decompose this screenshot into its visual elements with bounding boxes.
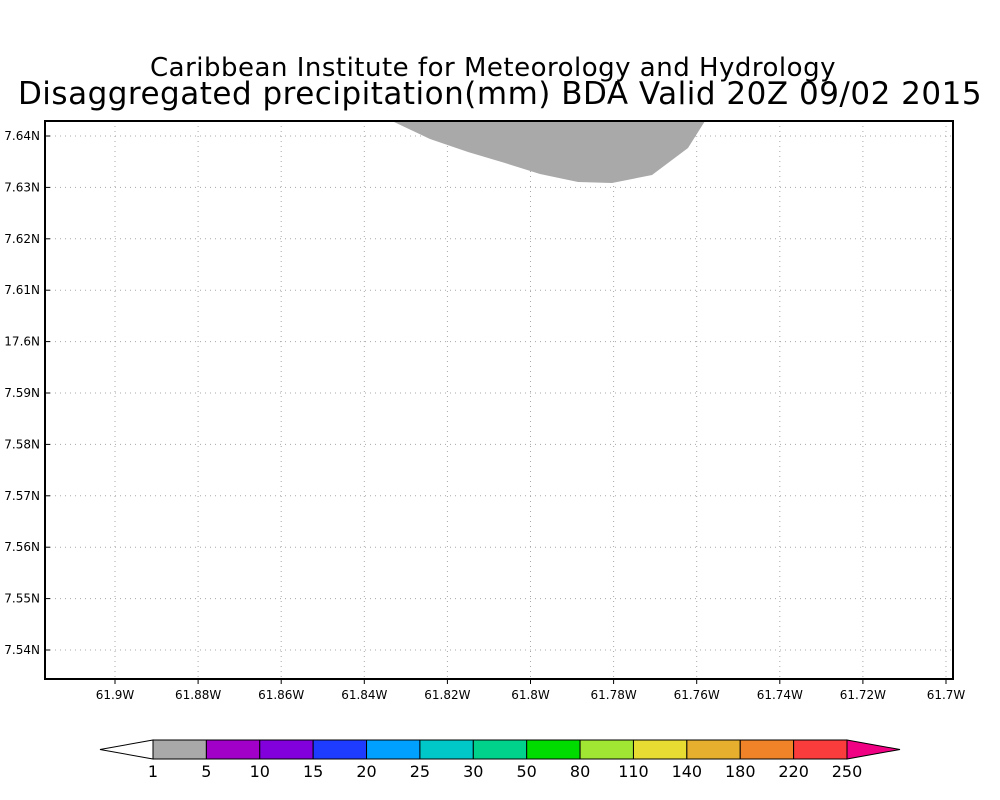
lat-tick-label: 7.55N: [4, 592, 40, 606]
legend-swatch: [472, 739, 528, 760]
lat-tick-label: 7.64N: [4, 129, 40, 143]
legend-swatch: [312, 739, 368, 760]
lat-tick-label: 7.58N: [4, 437, 40, 451]
lat-tick-label: 7.56N: [4, 540, 40, 554]
legend-swatch: [579, 739, 634, 760]
map-grid: [45, 121, 953, 679]
lon-tick-label: 61.7W: [927, 688, 966, 702]
legend-label: 10: [250, 762, 270, 781]
legend-swatch: [152, 739, 207, 760]
legend-overflow-arrow: [846, 739, 901, 760]
lon-tick-label: 61.74W: [757, 688, 803, 702]
lon-tick-label: 61.8W: [511, 688, 550, 702]
lat-tick-label: 7.63N: [4, 180, 40, 194]
lat-tick-label: 7.54N: [4, 643, 40, 657]
title-line-1: Caribbean Institute for Meteorology and …: [150, 53, 836, 83]
lat-tick-label: 7.57N: [4, 489, 40, 503]
legend-label: 15: [303, 762, 323, 781]
legend-label: 220: [778, 762, 809, 781]
color-legend: 1 5 10 15 20 25 30 50 80 110 140 180 220 250: [99, 739, 901, 781]
legend-label: 25: [410, 762, 430, 781]
lat-tick-label: 7.61N: [4, 283, 40, 297]
legend-label: 80: [570, 762, 590, 781]
legend-label: 50: [517, 762, 537, 781]
lat-tick-label: 17.6N: [4, 335, 40, 349]
legend-label: 1: [148, 762, 158, 781]
lon-tick-label: 61.86W: [258, 688, 304, 702]
lat-tick-label: 7.59N: [4, 386, 40, 400]
legend-swatch: [632, 739, 688, 760]
legend-label: 20: [356, 762, 376, 781]
legend-underflow-arrow: [99, 739, 154, 760]
lon-tick-label: 61.78W: [590, 688, 636, 702]
lat-tick-label: 7.62N: [4, 232, 40, 246]
longitude-axis: 61.9W 61.88W 61.86W 61.84W 61.82W 61.8W 61.78W…: [96, 679, 966, 702]
legend-label: 140: [672, 762, 703, 781]
legend-swatch: [205, 739, 261, 760]
map-frame: [44, 120, 954, 680]
legend-label: 250: [832, 762, 863, 781]
legend-label: 180: [725, 762, 756, 781]
legend-swatch: [419, 739, 474, 760]
legend-label: 110: [618, 762, 649, 781]
lon-tick-label: 61.9W: [96, 688, 135, 702]
latitude-axis: 7.64N 7.63N 7.62N 7.61N 17.6N 7.59N 7.58N 7.57N…: [4, 129, 50, 657]
legend-label: 5: [201, 762, 211, 781]
map-title: Disaggregated precipitation(mm) BDA Vali…: [17, 76, 983, 112]
legend-swatch: [526, 739, 581, 760]
legend-label: 30: [463, 762, 483, 781]
legend-swatch: [686, 739, 741, 760]
lon-tick-label: 61.72W: [840, 688, 886, 702]
legend-swatch: [793, 739, 848, 760]
legend-swatch: [739, 739, 795, 760]
lon-tick-label: 61.76W: [674, 688, 720, 702]
legend-swatch: [259, 739, 314, 760]
precipitation-area: [392, 121, 705, 183]
lon-tick-label: 61.82W: [424, 688, 470, 702]
legend-swatch: [366, 739, 421, 760]
lon-tick-label: 61.88W: [175, 688, 221, 702]
lon-tick-label: 61.84W: [341, 688, 387, 702]
